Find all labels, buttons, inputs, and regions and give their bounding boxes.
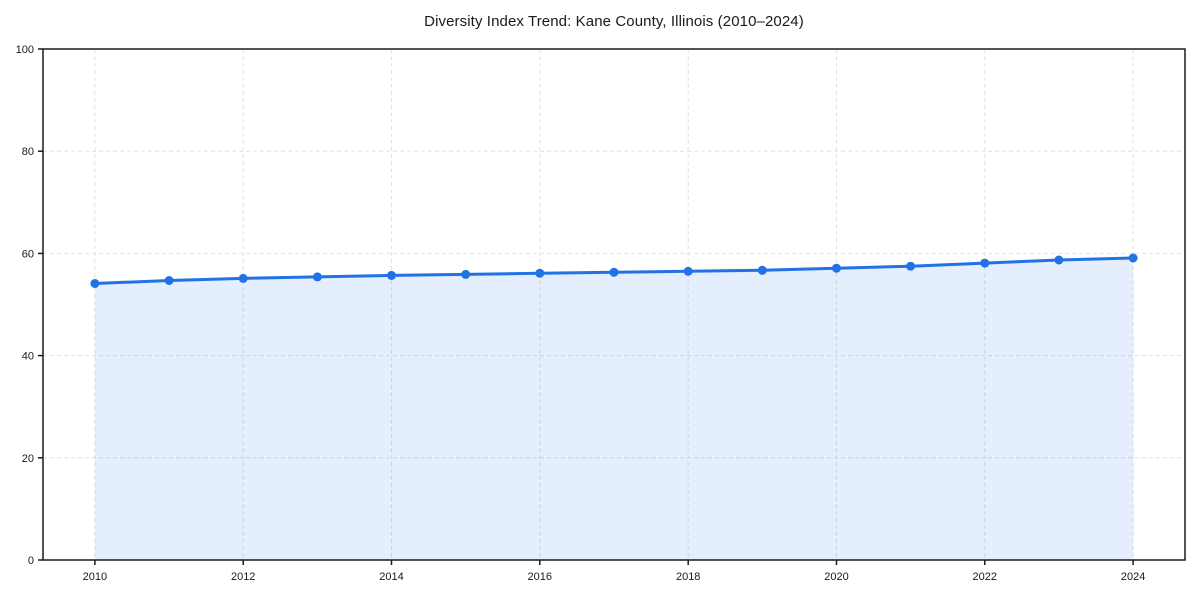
data-point bbox=[1128, 253, 1138, 263]
area-fill bbox=[94, 258, 1134, 560]
data-point bbox=[312, 272, 322, 282]
x-tick-label: 2014 bbox=[379, 571, 403, 583]
data-point bbox=[164, 276, 174, 285]
data-point bbox=[238, 273, 248, 283]
data-points bbox=[90, 253, 1138, 288]
data-point bbox=[90, 279, 100, 288]
data-point bbox=[1054, 255, 1064, 265]
x-tick-label: 2022 bbox=[973, 571, 997, 583]
data-point bbox=[461, 269, 471, 279]
data-point bbox=[832, 263, 841, 273]
data-point bbox=[906, 261, 916, 271]
data-point bbox=[387, 270, 396, 280]
data-point bbox=[757, 265, 767, 275]
x-tick-label: 2010 bbox=[83, 571, 107, 583]
data-point bbox=[535, 268, 545, 278]
plot-border bbox=[42, 48, 1186, 561]
y-tick-label: 80 bbox=[22, 146, 34, 158]
x-tick-label: 2016 bbox=[528, 571, 552, 583]
x-tick-label: 2020 bbox=[824, 571, 848, 583]
y-tick-label: 40 bbox=[22, 351, 34, 363]
data-point bbox=[980, 258, 990, 268]
data-point bbox=[609, 267, 619, 277]
data-point bbox=[683, 266, 693, 276]
x-tick-label: 2018 bbox=[676, 571, 700, 583]
y-tick-label: 100 bbox=[16, 44, 34, 56]
chart-title: Diversity Index Trend: Kane County, Illi… bbox=[424, 13, 804, 30]
y-tick-label: 0 bbox=[28, 555, 34, 567]
x-tick-label: 2024 bbox=[1121, 571, 1145, 583]
y-tick-label: 20 bbox=[22, 453, 34, 465]
y-tick-label: 60 bbox=[22, 248, 34, 260]
x-tick-label: 2012 bbox=[231, 571, 255, 583]
